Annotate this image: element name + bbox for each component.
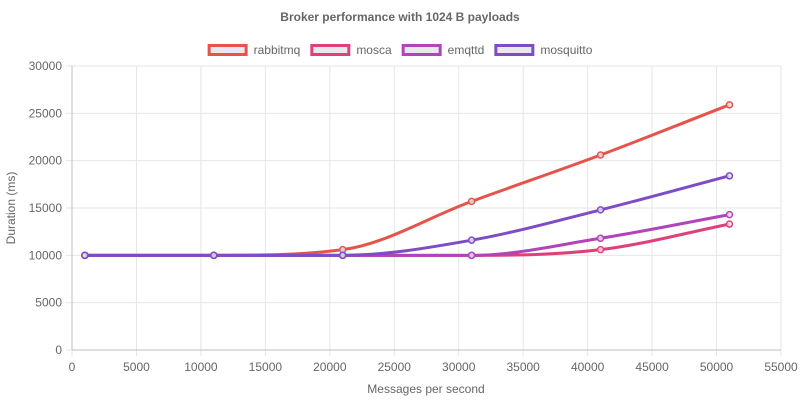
legend-swatch (494, 44, 535, 56)
y-tick-label: 20000 (29, 154, 63, 168)
data-point-rabbitmq[interactable] (725, 101, 734, 109)
y-tick-label: 25000 (29, 106, 63, 120)
axes: 0 5000 10000 15000 20000 25000 30000 0 5000 10000… (29, 59, 798, 374)
x-tick-label: 50000 (700, 360, 734, 374)
legend-item-emqttd[interactable]: emqttd (401, 43, 485, 57)
legend-swatch (310, 44, 351, 56)
x-tick-label: 45000 (635, 360, 669, 374)
series-mosca (81, 220, 734, 260)
legend: rabbitmq mosca emqttd mosquitto (207, 43, 593, 57)
y-tick-label: 5000 (35, 296, 62, 310)
legend-label: rabbitmq (254, 43, 301, 57)
x-tick-label: 20000 (313, 360, 347, 374)
data-point-mosquitto[interactable] (338, 251, 347, 260)
x-tick-label: 10000 (184, 360, 218, 374)
x-tick-label: 5000 (123, 360, 150, 374)
x-tick-label: 15000 (249, 360, 283, 374)
data-point-emqttd[interactable] (596, 234, 605, 243)
legend-item-mosquitto[interactable]: mosquitto (494, 43, 593, 57)
y-tick-label: 10000 (29, 248, 63, 262)
data-point-rabbitmq[interactable] (596, 151, 605, 159)
series-line-mosquitto (84, 174, 730, 257)
x-tick-label: 25000 (378, 360, 412, 374)
series-rabbitmq (81, 101, 734, 260)
data-point-mosquitto[interactable] (467, 236, 476, 244)
y-tick-label: 30000 (29, 59, 63, 73)
legend-swatch (401, 44, 442, 56)
data-point-emqttd[interactable] (725, 210, 734, 219)
chart-title: Broker performance with 1024 B payloads (280, 10, 520, 24)
x-axis-label: Messages per second (367, 382, 484, 396)
x-tick-label: 40000 (571, 360, 605, 374)
x-tick-label: 0 (69, 360, 76, 374)
x-tick-label: 55000 (764, 360, 798, 374)
y-tick-label: 15000 (29, 201, 63, 215)
data-point-mosca[interactable] (725, 220, 734, 228)
y-axis-label: Duration (ms) (4, 172, 18, 245)
x-tick-label: 30000 (442, 360, 476, 374)
legend-label: mosquitto (540, 43, 592, 57)
data-point-mosca[interactable] (596, 245, 605, 254)
data-point-mosquitto[interactable] (81, 251, 89, 260)
y-tick-label: 0 (55, 343, 62, 357)
data-point-mosquitto[interactable] (725, 172, 734, 180)
data-point-emqttd[interactable] (467, 251, 476, 260)
legend-label: emqttd (448, 43, 485, 57)
series-group (81, 101, 734, 260)
legend-swatch (207, 44, 248, 56)
grid (66, 65, 782, 356)
legend-label: mosca (356, 43, 392, 57)
data-point-mosquitto[interactable] (596, 206, 605, 214)
x-tick-label: 35000 (506, 360, 540, 374)
legend-item-rabbitmq[interactable]: rabbitmq (207, 43, 301, 57)
data-point-rabbitmq[interactable] (467, 197, 476, 206)
legend-item-mosca[interactable]: mosca (310, 43, 392, 57)
series-mosquitto (81, 172, 734, 260)
data-point-mosquitto[interactable] (210, 251, 218, 260)
